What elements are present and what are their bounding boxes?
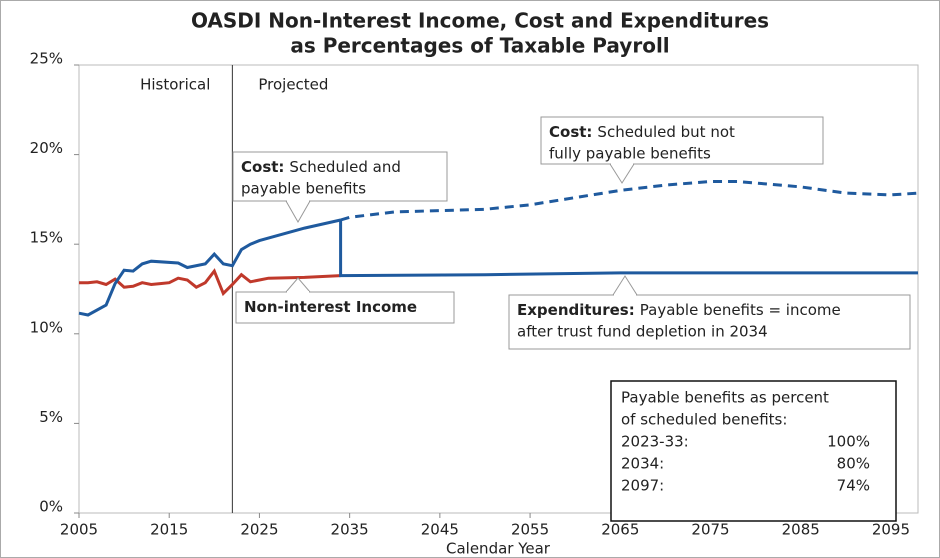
series-line xyxy=(340,180,919,222)
y-tick-label: 20% xyxy=(30,139,63,157)
x-tick-label: 2015 xyxy=(150,521,188,539)
callout-label: Cost: xyxy=(549,123,592,141)
table-cell: 2023-33: xyxy=(621,433,689,451)
callout-box xyxy=(540,116,824,165)
callout-text: fully payable benefits xyxy=(549,145,711,163)
y-tick-label: 5% xyxy=(39,408,63,426)
callout-box xyxy=(232,151,448,202)
x-tick-label: 2025 xyxy=(240,521,278,539)
x-axis-label: Calendar Year xyxy=(446,540,551,558)
callout-label: Non-interest Income xyxy=(244,298,417,316)
table-cell: 2097: xyxy=(621,477,664,495)
y-tick-label: 0% xyxy=(39,498,63,516)
y-tick-label: 25% xyxy=(30,50,63,68)
x-tick-label: 2095 xyxy=(872,521,910,539)
table-title: Payable benefits as percent xyxy=(621,389,829,407)
table-cell: 74% xyxy=(837,477,870,495)
callout-text: Scheduled and xyxy=(289,158,400,176)
y-tick-label: 15% xyxy=(30,229,63,247)
table-title: of scheduled benefits: xyxy=(621,411,787,429)
y-tick-label: 10% xyxy=(30,318,63,336)
x-tick-label: 2065 xyxy=(601,521,639,539)
callout-text: after trust fund depletion in 2034 xyxy=(517,323,768,341)
chart-title: as Percentages of Taxable Payroll xyxy=(290,34,669,58)
callout-box xyxy=(508,294,911,350)
callout-box xyxy=(235,291,455,324)
callout-text: Scheduled but not xyxy=(597,123,735,141)
x-tick-label: 2005 xyxy=(60,521,98,539)
x-tick-label: 2045 xyxy=(421,521,459,539)
callout-text: Non-interest Income xyxy=(244,298,417,316)
period-label: Historical xyxy=(140,76,210,94)
x-tick-label: 2055 xyxy=(511,521,549,539)
callout-label: Cost: xyxy=(241,158,284,176)
period-label: Projected xyxy=(258,76,328,94)
table-cell: 80% xyxy=(837,455,870,473)
chart-title: OASDI Non-Interest Income, Cost and Expe… xyxy=(191,9,769,33)
callout-label: Expenditures: xyxy=(517,301,635,319)
series-line xyxy=(339,220,918,278)
x-tick-label: 2075 xyxy=(691,521,729,539)
table-box xyxy=(610,380,897,522)
table-cell: 2034: xyxy=(621,455,664,473)
series-line xyxy=(78,218,341,317)
plot-frame xyxy=(78,64,919,514)
callout-text: Cost: Scheduled and xyxy=(241,158,401,176)
callout-text: payable benefits xyxy=(241,180,366,198)
callout-text: Expenditures: Payable benefits = income xyxy=(517,301,841,319)
x-tick-label: 2085 xyxy=(782,521,820,539)
callout-text: Cost: Scheduled but not xyxy=(549,123,735,141)
x-tick-label: 2035 xyxy=(331,521,369,539)
series-line xyxy=(79,268,341,297)
table-cell: 100% xyxy=(827,433,870,451)
callout-text: Payable benefits = income xyxy=(640,301,841,319)
